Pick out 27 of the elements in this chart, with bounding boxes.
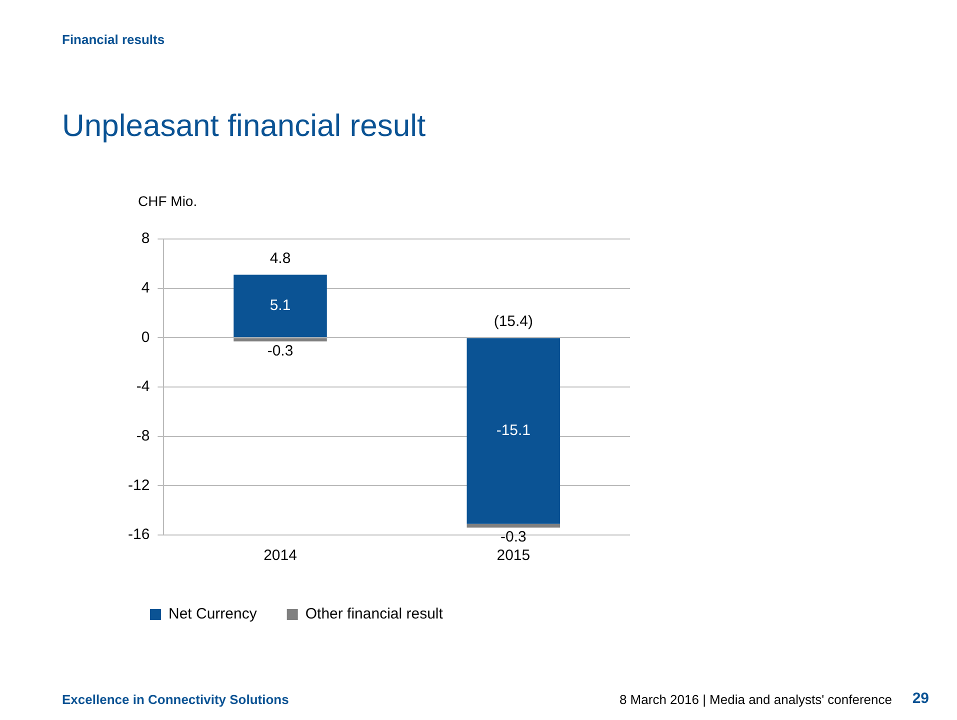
bar — [234, 338, 327, 342]
y-tick-label: -12 — [128, 476, 150, 494]
bar — [234, 274, 327, 338]
text: Excellence in Connectivity Solutions — [62, 692, 289, 707]
legend-label: Other financial result — [305, 606, 444, 623]
data-label: -15.1 — [496, 422, 531, 440]
chart-title: Unpleasant financial result — [62, 108, 426, 144]
text: Financial results — [62, 32, 165, 47]
data-label: -0.3 — [267, 342, 294, 360]
data-label: -0.3 — [500, 528, 526, 546]
bar — [466, 524, 560, 528]
y-tick-label: 8 — [141, 230, 150, 248]
total-label: 4.8 — [270, 250, 291, 267]
data-label: 5.1 — [270, 297, 291, 314]
x-tick-label: 2014 — [264, 547, 297, 564]
text: 8 March 2016 | Media and analysts' conference — [619, 692, 892, 707]
y-tick-label: 0 — [141, 328, 150, 346]
y-tick-label: -4 — [136, 378, 150, 396]
y-tick-label: -8 — [136, 427, 150, 444]
total-label: (15.4) — [494, 312, 534, 330]
x-tick-label: 2015 — [496, 547, 530, 564]
y-tick-label: -16 — [128, 526, 150, 544]
y-axis-title: CHF Mio. — [138, 193, 198, 209]
legend-label: Net Currency — [168, 606, 258, 623]
bar — [466, 338, 560, 524]
y-tick-label: 4 — [141, 279, 150, 296]
text: 29 — [912, 690, 929, 707]
